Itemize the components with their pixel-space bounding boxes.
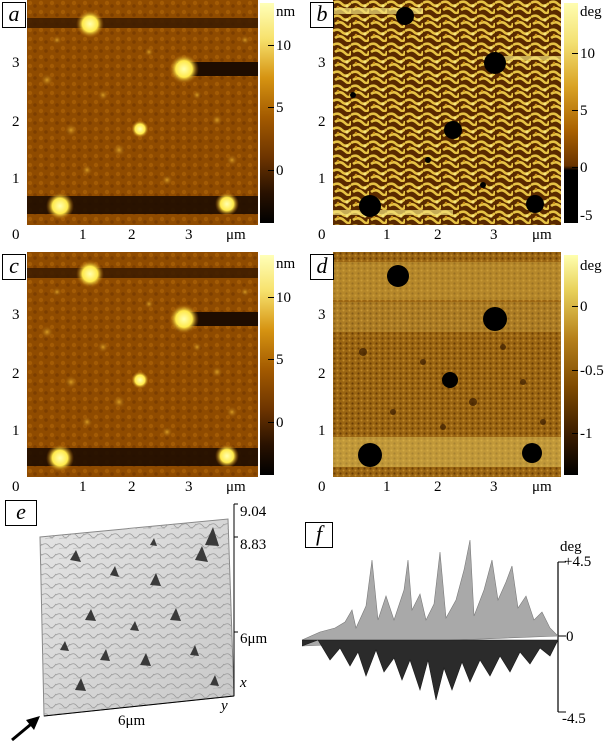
panel-label-f: f bbox=[305, 522, 333, 548]
bottom-extent-e: 6μm bbox=[118, 713, 146, 729]
colorbar-d-tick bbox=[572, 370, 578, 371]
x-tick-c: 0 bbox=[12, 479, 20, 495]
x-unit-c: μm bbox=[226, 479, 246, 495]
colorbar-d-unit: deg bbox=[580, 258, 602, 274]
panel-label-b: b bbox=[310, 2, 334, 28]
colorbar-d-tick bbox=[572, 306, 578, 307]
axis-extent-e: 6μm bbox=[240, 631, 268, 647]
colorbar-c bbox=[260, 255, 274, 475]
colorbar-a-tick-label: 5 bbox=[276, 100, 284, 116]
x-tick-b: 3 bbox=[490, 227, 498, 243]
y-tick-d: 2 bbox=[318, 366, 326, 382]
x-unit-b: μm bbox=[532, 227, 552, 243]
axis-x-label-e: x bbox=[240, 675, 247, 691]
y-tick-b: 1 bbox=[318, 171, 326, 187]
x-tick-a: 3 bbox=[185, 227, 193, 243]
colorbar-b-tick bbox=[572, 167, 578, 168]
colorbar-b-unit: deg bbox=[580, 4, 602, 20]
x-tick-d: 2 bbox=[434, 479, 442, 495]
phase-profile-lower bbox=[301, 639, 559, 701]
colorbar-b-tick bbox=[572, 110, 578, 111]
x-tick-c: 2 bbox=[128, 479, 136, 495]
x-unit-d: μm bbox=[532, 479, 552, 495]
colorbar-a-tick-label: 10 bbox=[276, 38, 291, 54]
y-tick-d: 1 bbox=[318, 423, 326, 439]
y-tick-c: 2 bbox=[12, 366, 20, 382]
y-tick-a: 2 bbox=[12, 114, 20, 130]
colorbar-a-tick bbox=[268, 170, 274, 171]
x-tick-a: 2 bbox=[128, 227, 136, 243]
height-map-a-image bbox=[27, 0, 258, 225]
colorbar-d-tick-label: -0.5 bbox=[580, 363, 604, 379]
x-tick-b: 2 bbox=[434, 227, 442, 243]
z-tick-f: -4.5 bbox=[562, 711, 586, 727]
surface-e-pits bbox=[60, 527, 219, 691]
colorbar-c-tick bbox=[268, 297, 274, 298]
colorbar-d-tick bbox=[572, 433, 578, 434]
arrow-head-icon bbox=[26, 716, 40, 730]
x-tick-d: 1 bbox=[383, 479, 391, 495]
colorbar-d-tick-label: -1 bbox=[580, 426, 593, 442]
height-map-a bbox=[27, 0, 258, 225]
colorbar-c-tick bbox=[268, 422, 274, 423]
height-map-c-image bbox=[27, 252, 258, 477]
panel-label-c: c bbox=[2, 254, 26, 280]
colorbar-b-tick-label: 10 bbox=[580, 46, 595, 62]
colorbar-b-tick-label: -5 bbox=[580, 208, 593, 224]
y-tick-b: 2 bbox=[318, 114, 326, 130]
height-map-c bbox=[27, 252, 258, 477]
z-tick-e: 8.83 bbox=[240, 537, 267, 553]
x-tick-b: 1 bbox=[383, 227, 391, 243]
colorbar-c-tick-label: 0 bbox=[276, 415, 284, 431]
y-tick-a: 1 bbox=[12, 171, 20, 187]
z-tick-f: 0 bbox=[566, 629, 574, 645]
phase-map-b bbox=[333, 0, 561, 225]
panel-label-a: a bbox=[2, 2, 26, 28]
x-tick-a: 1 bbox=[79, 227, 87, 243]
y-tick-a: 3 bbox=[12, 55, 20, 71]
colorbar-d bbox=[564, 255, 578, 475]
phase-map-d-image bbox=[333, 252, 561, 477]
colorbar-b-tick-label: 0 bbox=[580, 160, 588, 176]
x-tick-d: 3 bbox=[490, 479, 498, 495]
colorbar-a-tick-label: 0 bbox=[276, 163, 284, 179]
phase-map-b-image bbox=[333, 0, 561, 225]
colorbar-b-tick-label: 5 bbox=[580, 103, 588, 119]
phase-map-d bbox=[333, 252, 561, 477]
axis-y-label-e: y bbox=[221, 698, 228, 714]
y-tick-c: 1 bbox=[12, 423, 20, 439]
x-tick-c: 3 bbox=[185, 479, 193, 495]
colorbar-b-tick bbox=[572, 53, 578, 54]
colorbar-c-tick-label: 10 bbox=[276, 290, 291, 306]
panel-label-e: e bbox=[5, 500, 37, 526]
colorbar-a-unit: nm bbox=[276, 4, 296, 20]
colorbar-a-tick bbox=[268, 107, 274, 108]
phase-profile-upper bbox=[301, 539, 559, 647]
colorbar-d-tick-label: 0 bbox=[580, 299, 588, 315]
x-unit-a: μm bbox=[226, 227, 246, 243]
x-tick-a: 0 bbox=[12, 227, 20, 243]
z-tick-e: 9.04 bbox=[240, 504, 267, 520]
colorbar-b bbox=[564, 3, 578, 223]
colorbar-a-tick bbox=[268, 45, 274, 46]
z-tick-f: +4.5 bbox=[564, 554, 592, 570]
y-tick-b: 3 bbox=[318, 55, 326, 71]
colorbar-c-tick bbox=[268, 359, 274, 360]
profile-unit-f: deg bbox=[560, 539, 582, 555]
colorbar-a bbox=[260, 3, 274, 223]
y-tick-d: 3 bbox=[318, 307, 326, 323]
x-tick-d: 0 bbox=[318, 479, 326, 495]
x-tick-b: 0 bbox=[318, 227, 326, 243]
panel-label-d: d bbox=[310, 254, 334, 280]
colorbar-c-tick-label: 5 bbox=[276, 352, 284, 368]
x-tick-c: 1 bbox=[79, 479, 87, 495]
y-tick-c: 3 bbox=[12, 307, 20, 323]
colorbar-b-tick bbox=[572, 215, 578, 216]
colorbar-c-unit: nm bbox=[276, 256, 296, 272]
